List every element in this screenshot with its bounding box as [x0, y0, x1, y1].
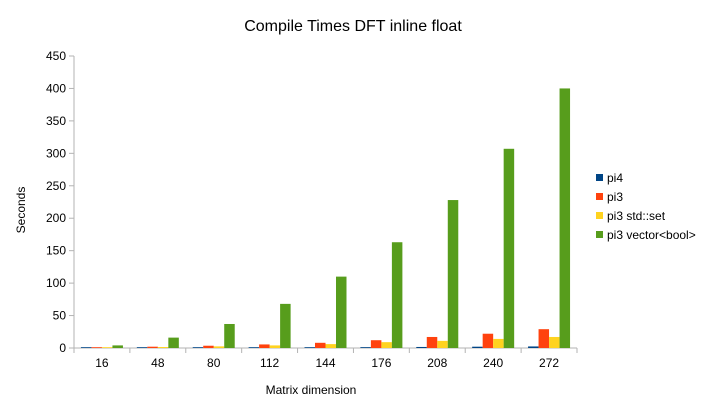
bar-pi3 [147, 346, 158, 348]
x-tick-label: 208 [427, 356, 447, 370]
y-tick-label: 400 [46, 81, 66, 95]
bar-pi3-std-set [381, 342, 392, 348]
bar-pi3-std-set [493, 338, 504, 348]
bar-pi3-std-set [325, 344, 336, 348]
x-tick-label: 112 [260, 356, 279, 370]
legend-label: pi4 [607, 171, 623, 185]
x-tick-label: 80 [207, 356, 221, 370]
bar-pi4 [528, 346, 539, 348]
y-tick-label: 0 [59, 341, 66, 355]
bar-pi3-vector-bool- [112, 345, 123, 348]
plot-area: 0 50 100 150 200 250 300 350 400 450 16 48 80 112 144 1… [46, 49, 578, 370]
y-tick-label: 350 [46, 114, 66, 128]
bar-pi3-vector-bool- [280, 303, 291, 348]
legend-swatch [596, 193, 603, 200]
bar-pi4 [472, 346, 483, 348]
bar-pi3-vector-bool- [447, 200, 459, 348]
bar-pi3 [426, 336, 438, 348]
bar-pi3 [370, 340, 382, 348]
x-axis-label: Matrix dimension [266, 383, 357, 397]
bar-pi3 [315, 342, 326, 348]
x-tick-label: 48 [151, 356, 165, 370]
y-tick-label: 50 [53, 309, 67, 323]
x-tick-label: 144 [315, 356, 335, 370]
bar-pi3-std-set [213, 346, 225, 348]
bar-pi4 [192, 347, 204, 348]
legend-swatch [596, 231, 603, 238]
bar-pi4 [360, 347, 371, 348]
bar-pi3-vector-bool- [168, 337, 179, 348]
bar-pi3-std-set [549, 336, 560, 348]
y-tick-label: 300 [46, 146, 66, 160]
x-tick-label: 272 [539, 356, 559, 370]
bar-pi3-vector-bool- [559, 88, 571, 348]
y-axis-label: Seconds [14, 187, 28, 234]
bar-pi3-vector-bool- [391, 242, 403, 348]
y-tick-label: 100 [46, 276, 66, 290]
x-tick-label: 176 [371, 356, 391, 370]
legend-label: pi3 [607, 190, 623, 204]
bar-pi4 [416, 346, 427, 348]
legend-swatch [596, 212, 603, 219]
bar-pi4 [80, 347, 92, 348]
bar-pi3-vector-bool- [224, 323, 235, 348]
bar-pi3-std-set [101, 347, 113, 348]
bar-pi3 [538, 329, 550, 348]
bar-pi3-std-set [437, 340, 448, 348]
y-tick-label: 450 [46, 49, 66, 63]
bar-pi4 [304, 347, 315, 348]
bar-pi3-vector-bool- [503, 148, 515, 348]
y-tick-label: 150 [46, 244, 66, 258]
bar-pi4 [136, 347, 148, 348]
y-tick-label: 250 [46, 179, 66, 193]
bar-pi3-vector-bool- [336, 276, 347, 348]
x-tick-label: 240 [483, 356, 503, 370]
y-tick-label: 200 [46, 211, 66, 225]
legend-label: pi3 vector<bool> [607, 228, 696, 242]
x-tick-label: 16 [95, 356, 109, 370]
chart-title: Compile Times DFT inline float [244, 18, 462, 35]
bar-pi3 [259, 344, 270, 348]
bar-pi3-std-set [157, 347, 169, 348]
bar-pi4 [248, 347, 260, 348]
bar-pi3 [91, 347, 102, 348]
bar-pi3 [203, 345, 214, 348]
legend-label: pi3 std::set [607, 209, 666, 223]
bar-pi3-std-set [269, 345, 281, 348]
legend-swatch [596, 174, 603, 181]
bar-pi3 [482, 333, 494, 348]
